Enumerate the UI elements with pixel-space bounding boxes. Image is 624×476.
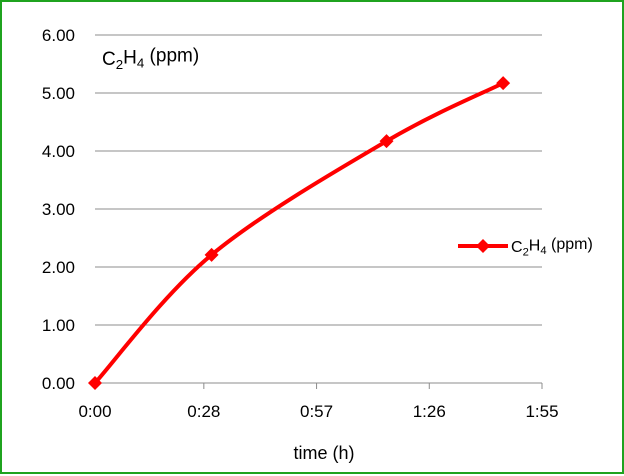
x-axis-label: time (h) (293, 443, 354, 463)
legend-label: C2H4 (ppm) (511, 236, 593, 258)
legend: C2H4 (ppm) (458, 236, 593, 258)
x-tick-label: 0:57 (300, 402, 333, 421)
data-point-marker (204, 247, 219, 262)
x-tick-labels: 0:00 0:28 0:57 1:26 1:55 (78, 402, 558, 421)
axes (94, 382, 543, 389)
y-tick-label: 3.00 (42, 200, 75, 219)
x-tick-label: 0:00 (78, 402, 111, 421)
data-point-marker (496, 76, 511, 91)
data-point-marker (88, 376, 102, 390)
series-line (93, 81, 505, 385)
x-tick-label: 1:55 (525, 402, 558, 421)
gridlines (95, 34, 542, 326)
y-tick-label: 5.00 (42, 84, 75, 103)
series-layer (88, 76, 511, 390)
data-point-marker (379, 134, 394, 149)
x-tick-label: 0:28 (187, 402, 220, 421)
y-tick-labels: 0.00 1.00 2.00 3.00 4.00 5.00 6.00 (42, 26, 75, 393)
legend-swatch-marker (476, 239, 490, 253)
y-tick-label: 4.00 (42, 142, 75, 161)
chart-title: C2H4 (ppm) (102, 46, 199, 72)
y-tick-label: 2.00 (42, 258, 75, 277)
y-tick-label: 1.00 (42, 316, 75, 335)
y-tick-label: 6.00 (42, 26, 75, 45)
x-tick-label: 1:26 (413, 402, 446, 421)
y-tick-label: 0.00 (42, 374, 75, 393)
